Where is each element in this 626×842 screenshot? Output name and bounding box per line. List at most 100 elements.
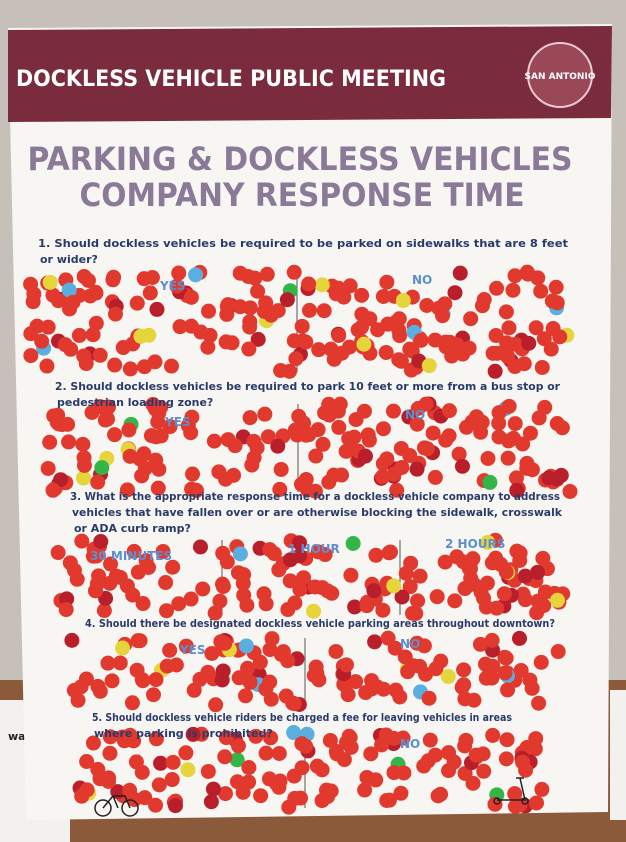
vote-dot [150,414,166,430]
vote-dot [238,638,254,654]
option-label: NO [400,637,420,651]
vote-dot [137,359,153,375]
vote-dot [141,559,157,575]
vote-dot [71,327,87,343]
vote-dot [205,781,221,797]
vote-dot [480,534,496,550]
vote-dot [257,406,273,422]
vote-dot [298,738,314,754]
vote-dot [320,583,336,599]
vote-dot [183,289,199,305]
vote-dot [311,672,327,688]
vote-dot [421,358,437,374]
vote-dot [50,545,66,561]
vote-dot [212,593,228,609]
vote-dot [534,781,550,797]
vote-dot [102,745,118,761]
vote-dot [252,654,268,670]
vote-dot [316,303,332,319]
vote-dot [378,727,394,743]
vote-dot [100,655,116,671]
questions: 1. Should dockless vehicles be required … [23,237,578,817]
vote-dot [242,300,258,316]
vote-dot [218,334,234,350]
vote-dot [171,265,187,281]
vote-dot [50,293,66,309]
vote-dot [184,481,200,497]
vote-dot [143,428,159,444]
vote-dot [250,331,266,347]
vote-dot [70,692,86,708]
vote-dot [134,764,150,780]
vote-dot [393,785,409,801]
vote-dot [241,341,257,357]
vote-dot [531,695,547,711]
vote-dot [162,419,178,435]
vote-dot [258,745,274,761]
vote-dot [375,602,391,618]
vote-dot [286,333,302,349]
vote-dot [107,306,123,322]
vote-dot [261,771,277,787]
vote-dot [367,634,383,650]
vote-dot [159,603,175,619]
vote-dot [219,554,235,570]
vote-dot [54,417,70,433]
vote-dot [376,681,392,697]
vote-dot [238,688,254,704]
vote-dot [85,327,101,343]
vote-dot [533,283,549,299]
vote-dot [242,319,258,335]
question-text: 5. Should dockless vehicle riders be cha… [92,711,512,724]
vote-dot [315,436,331,452]
vote-dot [342,278,358,294]
vote-dot [357,782,373,798]
vote-dot [217,635,233,651]
vote-dot [23,348,39,364]
vote-dot [58,602,74,618]
vote-dot [76,457,92,473]
vote-dot [522,425,538,441]
frame [102,795,131,809]
vote-dot [311,342,327,358]
vote-dot [122,361,138,377]
wheel [121,799,139,817]
vote-dot [452,265,468,281]
vote-dot [85,735,101,751]
vote-dot [454,458,470,474]
vote-dot [386,578,402,594]
vote-dot [512,552,528,568]
vote-dot [484,632,500,648]
vote-dot [396,765,412,781]
vote-dot [507,798,523,814]
vote-dot [534,359,550,375]
vote-dot [78,671,94,687]
vote-dot [226,467,242,483]
vote-dot [350,322,366,338]
vote-dot [410,593,426,609]
vote-dot [549,416,565,432]
vote-dot [331,419,347,435]
vote-dot [240,268,256,284]
vote-dot [288,351,304,367]
vote-dot [524,680,540,696]
vote-dot [356,403,372,419]
vote-dot [135,596,151,612]
vote-dot [263,307,279,323]
vote-dot [408,605,424,621]
vote-dot [528,320,544,336]
vote-dot [90,474,106,490]
vote-dot [310,422,326,438]
vote-dot [529,564,545,580]
vote-dot [397,649,413,665]
vote-dot [447,285,463,301]
vote-dot [230,738,246,754]
vote-dot [549,295,565,311]
vote-dot [307,579,323,595]
vote-dot [241,774,257,790]
vote-dot [280,653,296,669]
option-label: NO [400,737,420,751]
vote-dot [330,403,346,419]
